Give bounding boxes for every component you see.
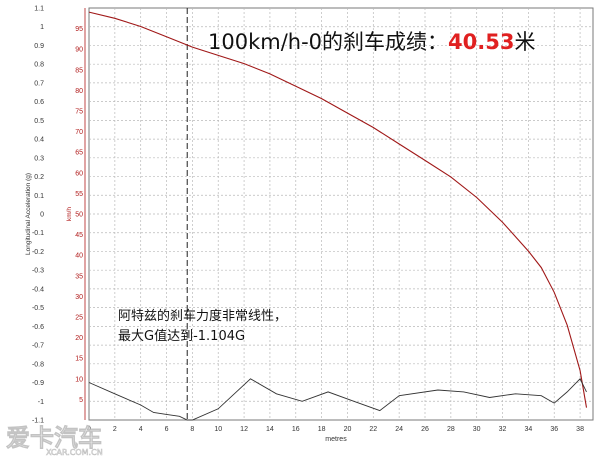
speed-axis-label: km/h — [66, 207, 73, 221]
x-tick-label: 24 — [395, 426, 403, 433]
left-tick-label: 0.3 — [34, 155, 44, 162]
x-tick-label: 34 — [524, 426, 532, 433]
left-tick-label: 0.8 — [34, 62, 44, 69]
left-axis-label: Longitudinal Acceleration (g) — [25, 173, 32, 255]
left-tick-label: -0.1 — [32, 230, 44, 237]
x-tick-label: 26 — [421, 426, 429, 433]
speed-tick-label: 50 — [75, 212, 83, 219]
left-tick-label: -0.7 — [32, 343, 44, 350]
x-tick-label: 30 — [473, 426, 481, 433]
speed-tick-label: 85 — [75, 67, 83, 74]
speed-tick-label: 75 — [75, 109, 83, 116]
left-tick-label: 0 — [40, 212, 44, 219]
speed-tick-label: 5 — [79, 397, 83, 404]
speed-tick-label: 55 — [75, 191, 83, 198]
x-tick-label: 22 — [369, 426, 377, 433]
ticks-layer: 0 2 4 6 8 10 12 14 16 18 20 22 24 26 28 30 32 34 36 381.110… — [32, 6, 584, 434]
x-tick-label: 2 — [113, 426, 117, 433]
x-tick-label: 0 — [87, 426, 91, 433]
left-tick-label: 1 — [40, 24, 44, 31]
x-tick-label: 8 — [190, 426, 194, 433]
left-tick-label: -0.6 — [32, 324, 44, 331]
x-tick-label: 28 — [447, 426, 455, 433]
chart-title: 100km/h-0的刹车成绩：40.53米 — [208, 30, 535, 54]
x-tick-label: 4 — [139, 426, 143, 433]
left-tick-label: -0.9 — [32, 380, 44, 387]
left-tick-label: 0.6 — [34, 99, 44, 106]
x-axis-label: metres — [325, 436, 347, 443]
speed-tick-label: 40 — [75, 253, 83, 260]
speed-tick-label: 20 — [75, 335, 83, 342]
x-tick-label: 32 — [499, 426, 507, 433]
speed-tick-label: 60 — [75, 170, 83, 177]
speed-tick-label: 35 — [75, 273, 83, 280]
left-tick-label: 0.1 — [34, 193, 44, 200]
chart-title-value: 40.53 — [448, 30, 514, 54]
left-tick-label: -0.4 — [32, 286, 44, 293]
x-tick-label: 20 — [344, 426, 352, 433]
watermark-site: XCAR.COM.CN — [46, 448, 103, 456]
speed-tick-label: 90 — [75, 47, 83, 54]
x-tick-label: 18 — [318, 426, 326, 433]
left-tick-label: 0.4 — [34, 137, 44, 144]
left-tick-label: -0.2 — [32, 249, 44, 256]
left-tick-label: 0.7 — [34, 80, 44, 87]
x-tick-label: 14 — [266, 426, 274, 433]
left-tick-label: -1 — [38, 399, 44, 406]
x-tick-label: 12 — [240, 426, 248, 433]
speed-tick-label: 95 — [75, 26, 83, 33]
chart-title-prefix: 100km/h-0的刹车成绩： — [208, 30, 448, 54]
x-tick-label: 6 — [165, 426, 169, 433]
x-tick-label: 38 — [576, 426, 584, 433]
grid-layer — [89, 8, 593, 420]
speed-tick-label: 80 — [75, 88, 83, 95]
x-tick-label: 10 — [214, 426, 222, 433]
left-tick-label: 0.5 — [34, 118, 44, 125]
x-tick-label: 16 — [292, 426, 300, 433]
speed-tick-label: 30 — [75, 294, 83, 301]
speed-tick-label: 45 — [75, 232, 83, 239]
left-tick-label: 0.9 — [34, 43, 44, 50]
speed-tick-label: 65 — [75, 150, 83, 157]
left-tick-label: -0.5 — [32, 305, 44, 312]
left-tick-label: 1.1 — [34, 6, 44, 13]
chart-title-suffix: 米 — [514, 30, 535, 54]
left-tick-label: -1.1 — [32, 418, 44, 425]
annotation-line-2: 最大G值达到-1.104G — [118, 328, 245, 344]
speed-tick-label: 25 — [75, 315, 83, 322]
speed-tick-label: 10 — [75, 376, 83, 383]
speed-tick-label: 15 — [75, 356, 83, 363]
left-tick-label: 0.2 — [34, 174, 44, 181]
speed-series-line — [88, 11, 588, 408]
x-tick-label: 36 — [550, 426, 558, 433]
series-layer — [88, 8, 588, 421]
left-tick-label: -0.8 — [32, 361, 44, 368]
watermark-logo: 爱卡汽车 — [6, 424, 102, 452]
annotation-line-1: 阿特兹的刹车力度非常线性， — [118, 308, 287, 324]
speed-tick-label: 70 — [75, 129, 83, 136]
left-tick-label: -0.3 — [32, 268, 44, 275]
acceleration-series-line — [88, 378, 587, 421]
